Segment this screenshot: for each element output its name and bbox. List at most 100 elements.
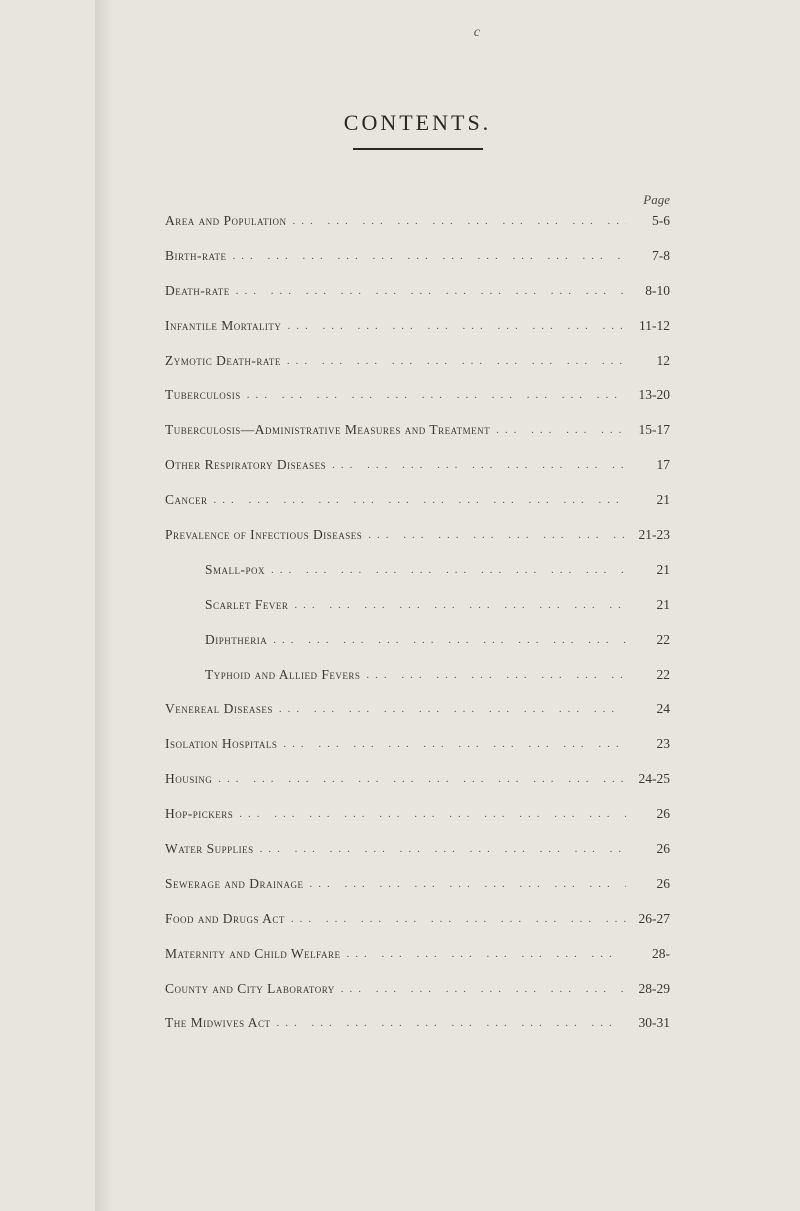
toc-label: Sewerage and Drainage xyxy=(165,875,304,894)
toc-row: Tuberculosis—Administrative Measures and… xyxy=(165,421,670,440)
toc-label: Food and Drugs Act xyxy=(165,910,285,929)
toc-leader-dots: ... ... ... ... ... ... ... ... ... ... … xyxy=(304,877,627,892)
toc-row: Birth-rate... ... ... ... ... ... ... ..… xyxy=(165,247,670,266)
toc-label: Small-pox xyxy=(205,561,265,580)
toc-page-number: 17 xyxy=(626,456,670,475)
toc-leader-dots: ... ... ... ... ... ... ... ... ... ... … xyxy=(233,807,626,822)
toc-label: Area and Population xyxy=(165,212,287,231)
toc-label: Other Respiratory Diseases xyxy=(165,456,326,475)
toc-row: Sewerage and Drainage... ... ... ... ...… xyxy=(165,875,670,894)
toc-row: Zymotic Death-rate... ... ... ... ... ..… xyxy=(165,352,670,371)
toc-leader-dots: ... ... ... ... ... ... ... ... ... ... … xyxy=(340,947,626,962)
toc-page-number: 8-10 xyxy=(626,282,670,301)
toc-label: Diphtheria xyxy=(205,631,267,650)
toc-page-number: 28-29 xyxy=(626,980,670,999)
toc-label: Hop-pickers xyxy=(165,805,233,824)
toc-page-number: 13-20 xyxy=(626,386,670,405)
toc-page-number: 7-8 xyxy=(626,247,670,266)
toc-leader-dots: ... ... ... ... ... ... ... ... ... ... … xyxy=(326,458,626,473)
toc-label: Death-rate xyxy=(165,282,230,301)
toc-leader-dots: ... ... ... ... ... ... ... ... ... ... … xyxy=(362,528,626,543)
toc-row: Hop-pickers... ... ... ... ... ... ... .… xyxy=(165,805,670,824)
toc-label: Tuberculosis—Administrative Measures and… xyxy=(165,421,490,440)
toc-leader-dots: ... ... ... ... ... ... ... ... ... ... … xyxy=(267,633,626,648)
toc-label: Typhoid and Allied Fevers xyxy=(205,666,360,685)
top-mark: c xyxy=(474,25,480,41)
toc-page-number: 28- xyxy=(626,945,670,964)
left-margin xyxy=(0,0,110,1211)
toc-leader-dots: ... ... ... ... ... ... ... ... ... ... … xyxy=(208,493,626,508)
toc-row: Venereal Diseases... ... ... ... ... ...… xyxy=(165,700,670,719)
toc-page-number: 26 xyxy=(626,840,670,859)
toc-leader-dots: ... ... ... ... ... ... ... ... ... ... … xyxy=(287,214,626,229)
toc-page-number: 26-27 xyxy=(626,910,670,929)
toc-label: Water Supplies xyxy=(165,840,254,859)
toc-row: Death-rate... ... ... ... ... ... ... ..… xyxy=(165,282,670,301)
toc-page-number: 26 xyxy=(626,875,670,894)
toc-row: Other Respiratory Diseases... ... ... ..… xyxy=(165,456,670,475)
toc-row: Scarlet Fever... ... ... ... ... ... ...… xyxy=(165,596,670,615)
toc-label: Isolation Hospitals xyxy=(165,735,277,754)
toc-leader-dots: ... ... ... ... ... ... ... ... ... ... … xyxy=(277,737,626,752)
toc-label: Zymotic Death-rate xyxy=(165,352,281,371)
toc-page-number: 26 xyxy=(626,805,670,824)
table-of-contents: Area and Population... ... ... ... ... .… xyxy=(165,212,670,1033)
toc-leader-dots: ... ... ... ... ... ... ... ... ... ... … xyxy=(230,284,626,299)
toc-leader-dots: ... ... ... ... ... ... ... ... ... ... … xyxy=(212,772,626,787)
toc-page-number: 12 xyxy=(626,352,670,371)
toc-row: Water Supplies... ... ... ... ... ... ..… xyxy=(165,840,670,859)
toc-row: Maternity and Child Welfare... ... ... .… xyxy=(165,945,670,964)
toc-leader-dots: ... ... ... ... ... ... ... ... ... ... … xyxy=(335,982,626,997)
toc-label: Birth-rate xyxy=(165,247,226,266)
toc-leader-dots: ... ... ... ... ... ... ... ... ... ... … xyxy=(281,354,626,369)
toc-leader-dots: ... ... ... ... ... ... ... ... ... ... … xyxy=(288,598,626,613)
toc-row: Typhoid and Allied Fevers... ... ... ...… xyxy=(165,666,670,685)
toc-page-number: 23 xyxy=(626,735,670,754)
page-column-label: Page xyxy=(165,192,670,208)
toc-label: Maternity and Child Welfare xyxy=(165,945,340,964)
toc-page-number: 21 xyxy=(626,596,670,615)
title-rule xyxy=(353,148,483,150)
toc-label: Scarlet Fever xyxy=(205,596,288,615)
toc-page-number: 21-23 xyxy=(626,526,670,545)
toc-leader-dots: ... ... ... ... ... ... ... ... ... ... … xyxy=(226,249,626,264)
toc-row: County and City Laboratory... ... ... ..… xyxy=(165,980,670,999)
toc-page-number: 22 xyxy=(626,631,670,650)
toc-leader-dots: ... ... ... ... ... ... ... ... ... ... … xyxy=(360,668,626,683)
toc-row: Isolation Hospitals... ... ... ... ... .… xyxy=(165,735,670,754)
toc-row: Tuberculosis... ... ... ... ... ... ... … xyxy=(165,386,670,405)
toc-row: Small-pox... ... ... ... ... ... ... ...… xyxy=(165,561,670,580)
toc-leader-dots: ... ... ... ... ... ... ... ... ... ... … xyxy=(490,423,626,438)
toc-page-number: 24 xyxy=(626,700,670,719)
toc-row: Diphtheria... ... ... ... ... ... ... ..… xyxy=(165,631,670,650)
toc-row: The Midwives Act... ... ... ... ... ... … xyxy=(165,1014,670,1033)
toc-page-number: 5-6 xyxy=(626,212,670,231)
toc-leader-dots: ... ... ... ... ... ... ... ... ... ... … xyxy=(271,1016,627,1031)
toc-row: Prevalence of Infectious Diseases... ...… xyxy=(165,526,670,545)
toc-page-number: 30-31 xyxy=(626,1014,670,1033)
toc-row: Area and Population... ... ... ... ... .… xyxy=(165,212,670,231)
toc-row: Food and Drugs Act... ... ... ... ... ..… xyxy=(165,910,670,929)
toc-page-number: 24-25 xyxy=(626,770,670,789)
toc-leader-dots: ... ... ... ... ... ... ... ... ... ... … xyxy=(281,319,626,334)
toc-leader-dots: ... ... ... ... ... ... ... ... ... ... … xyxy=(273,702,626,717)
toc-label: Cancer xyxy=(165,491,208,510)
toc-page-number: 22 xyxy=(626,666,670,685)
toc-label: Tuberculosis xyxy=(165,386,241,405)
page-title: CONTENTS. xyxy=(165,110,670,136)
toc-page-number: 15-17 xyxy=(626,421,670,440)
toc-label: Venereal Diseases xyxy=(165,700,273,719)
page-content: CONTENTS. Page Area and Population... ..… xyxy=(110,40,730,1180)
toc-leader-dots: ... ... ... ... ... ... ... ... ... ... … xyxy=(241,388,626,403)
toc-page-number: 21 xyxy=(626,491,670,510)
toc-page-number: 11-12 xyxy=(626,317,670,336)
toc-label: The Midwives Act xyxy=(165,1014,271,1033)
toc-leader-dots: ... ... ... ... ... ... ... ... ... ... … xyxy=(254,842,626,857)
toc-row: Infantile Mortality... ... ... ... ... .… xyxy=(165,317,670,336)
toc-label: Prevalence of Infectious Diseases xyxy=(165,526,362,545)
toc-row: Cancer... ... ... ... ... ... ... ... ..… xyxy=(165,491,670,510)
toc-leader-dots: ... ... ... ... ... ... ... ... ... ... … xyxy=(285,912,626,927)
toc-page-number: 21 xyxy=(626,561,670,580)
toc-label: Housing xyxy=(165,770,212,789)
toc-label: County and City Laboratory xyxy=(165,980,335,999)
